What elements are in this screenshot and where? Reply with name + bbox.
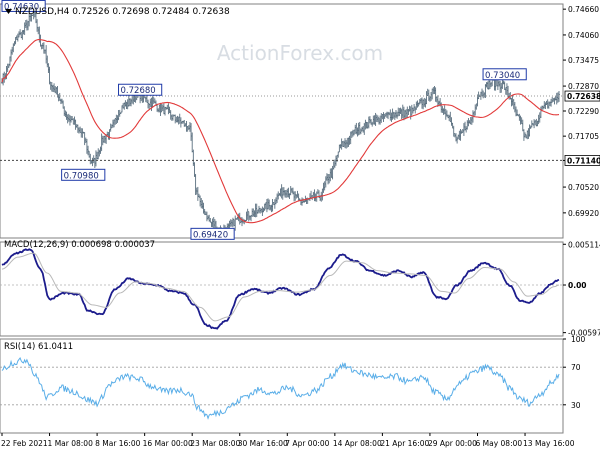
macd-signal-line bbox=[1, 252, 560, 322]
swing-label-text: 0.74630 bbox=[4, 2, 39, 12]
macd-panel bbox=[1, 248, 560, 330]
price-marker-text: 0.71140 bbox=[567, 156, 600, 165]
axes: 0.74660 0.74060 0.73475 0.72870 0.72290 0.717… bbox=[1, 5, 600, 448]
macd-title: MACD(12,26,9) 0.000698 0.000037 bbox=[4, 240, 155, 250]
panel-frames bbox=[0, 3, 564, 434]
x-tick-label: 7 Apr 00:00 bbox=[285, 439, 329, 448]
x-tick-label: 23 Mar 08:00 bbox=[190, 439, 240, 448]
x-tick-label: 13 May 16:00 bbox=[523, 439, 575, 448]
price-marker-text: 0.72638 bbox=[567, 92, 600, 101]
swing-label: 0.72680 bbox=[118, 83, 163, 96]
y-tick-label: 0.70520 bbox=[568, 183, 599, 192]
price-marker: 0.72638 bbox=[564, 90, 600, 102]
x-tick-label: 14 Apr 08:00 bbox=[333, 439, 382, 448]
y-tick-label: 0.74060 bbox=[568, 31, 599, 40]
rsi-title: RSI(14) 61.0411 bbox=[4, 342, 73, 352]
x-tick-label: 30 Mar 16:00 bbox=[238, 439, 288, 448]
dropdown-triangle-icon[interactable] bbox=[5, 9, 12, 14]
x-tick-label: 22 Feb 2021 bbox=[1, 439, 48, 448]
x-tick-label: 6 May 08:00 bbox=[475, 439, 522, 448]
price-panel: 0.74630 0.72680 0.70980 0.69420 0.73040 bbox=[0, 0, 563, 240]
swing-label-text: 0.70980 bbox=[64, 171, 99, 181]
rsi-line bbox=[1, 356, 560, 420]
swing-label-text: 0.73040 bbox=[485, 71, 520, 81]
swing-label-text: 0.69420 bbox=[193, 230, 228, 240]
y-tick-label: 0.71705 bbox=[568, 132, 599, 141]
swing-label: 0.73040 bbox=[482, 68, 527, 81]
panel-frame bbox=[0, 241, 564, 337]
y-tick-label: 0.72290 bbox=[568, 107, 599, 116]
panel-frame bbox=[0, 3, 564, 239]
macd-line bbox=[1, 248, 560, 330]
moving-average-line bbox=[1, 39, 560, 224]
x-tick-label: 8 Mar 16:00 bbox=[95, 439, 141, 448]
price-marker: 0.71140 bbox=[564, 155, 600, 166]
y-tick-label: 0.69920 bbox=[568, 209, 599, 218]
x-tick-label: 16 Mar 00:00 bbox=[143, 439, 193, 448]
x-tick-label: 1 Mar 08:00 bbox=[48, 439, 94, 448]
y-tick-label: 30 bbox=[571, 401, 581, 410]
y-tick-label: 0.74660 bbox=[568, 5, 599, 14]
swing-label: 0.74630 bbox=[1, 0, 46, 12]
x-tick-label: 21 Apr 16:00 bbox=[380, 439, 429, 448]
grid-lines bbox=[0, 284, 563, 406]
y-tick-label: 0.73475 bbox=[568, 56, 599, 65]
watermark: ActionForex.com bbox=[217, 41, 383, 65]
swing-label: 0.70980 bbox=[61, 168, 106, 181]
y-tick-label: 0.72870 bbox=[568, 82, 599, 91]
y-tick-label: 70 bbox=[571, 363, 581, 372]
swing-label: 0.69420 bbox=[190, 227, 235, 240]
panel-frame bbox=[0, 338, 564, 434]
rsi-panel bbox=[1, 356, 560, 420]
y-tick-label: 0.00 bbox=[568, 281, 587, 290]
x-tick-label: 29 Apr 00:00 bbox=[428, 439, 477, 448]
y-tick-label: 100 bbox=[571, 335, 586, 344]
chart-header: NZDUSD,H4 0.72526 0.72698 0.72484 0.7263… bbox=[5, 7, 230, 17]
symbol-header: NZDUSD,H4 0.72526 0.72698 0.72484 0.7263… bbox=[15, 7, 230, 17]
swing-label-text: 0.72680 bbox=[121, 86, 156, 96]
y-tick-label: -0.005978 bbox=[568, 329, 600, 338]
y-tick-label: 0.005114 bbox=[568, 240, 600, 249]
